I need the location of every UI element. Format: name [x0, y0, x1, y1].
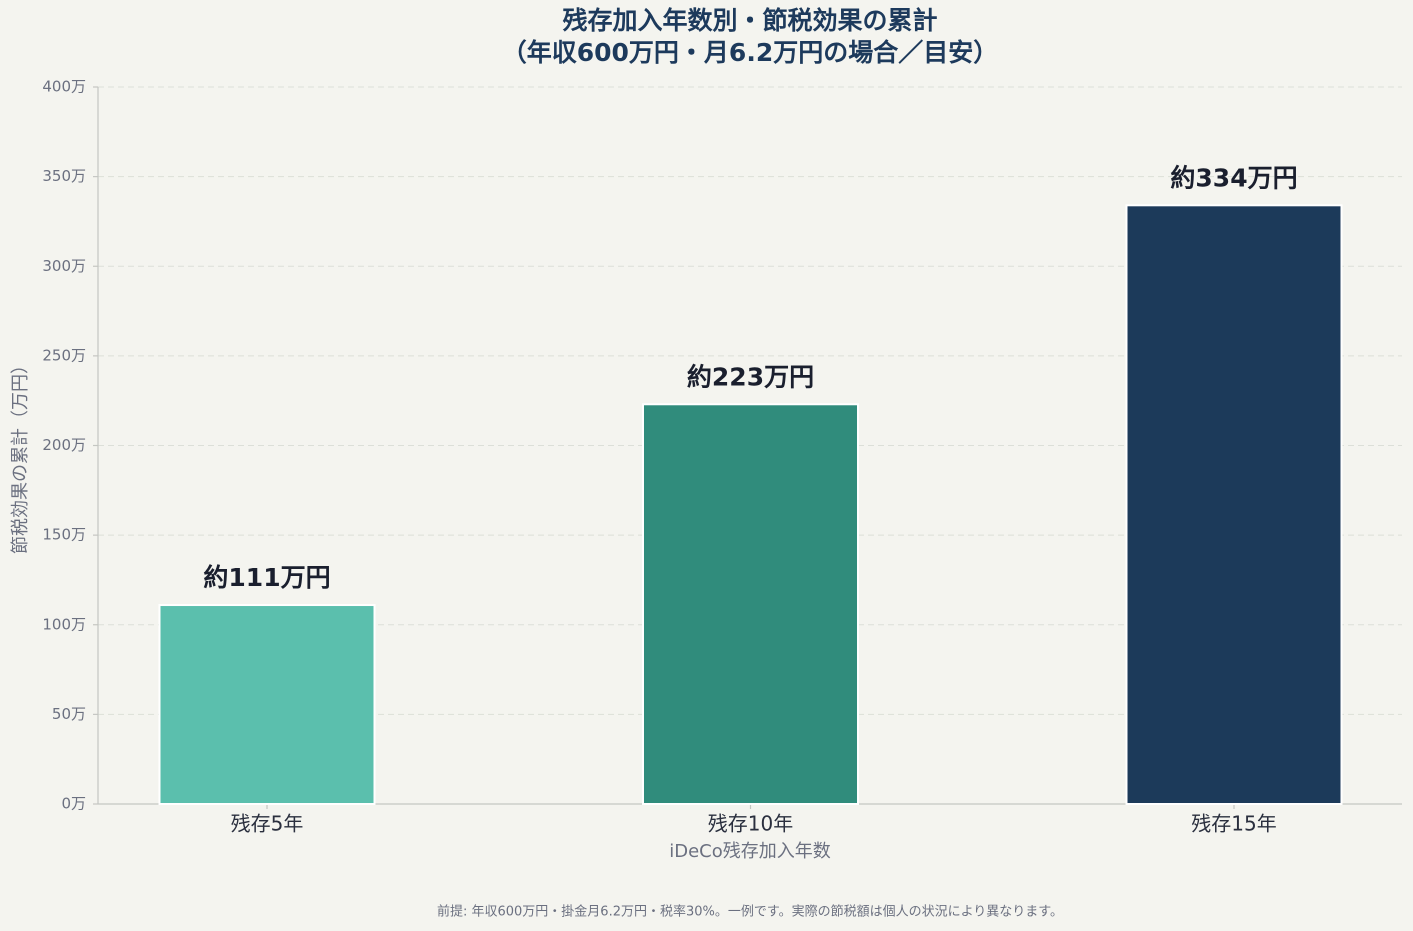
y-tick-label: 250万 [42, 346, 86, 364]
value-label: 約111万円 [203, 563, 330, 592]
y-tick-label: 150万 [42, 526, 86, 544]
value-label: 約223万円 [687, 362, 814, 391]
x-tick-label: 残存15年 [1191, 812, 1276, 836]
x-axis-label: iDeCo残存加入年数 [669, 841, 831, 862]
y-tick-label: 50万 [52, 705, 86, 723]
footnote: 前提: 年収600万円・掛金月6.2万円・税率30%。一例です。実際の節税額は個… [437, 904, 1063, 920]
chart-subtitle: （年収600万円・月6.2万円の場合／目安） [502, 38, 998, 67]
bar [158, 604, 376, 805]
y-tick-label: 100万 [42, 615, 86, 633]
x-tick-label: 残存10年 [708, 812, 793, 836]
y-tick-label: 400万 [42, 78, 86, 96]
y-tick-label: 300万 [42, 257, 86, 275]
chart-title: 残存加入年数別・節税効果の累計 [562, 6, 937, 35]
bar [1125, 204, 1343, 805]
x-tick-label: 残存5年 [231, 812, 304, 836]
y-tick-label: 350万 [42, 167, 86, 185]
y-tick-label: 0万 [61, 795, 86, 813]
bar [642, 403, 859, 805]
y-tick-label: 200万 [42, 436, 86, 454]
y-axis-label: 節税効果の累計（万円） [10, 356, 31, 554]
value-label: 約334万円 [1170, 163, 1297, 192]
